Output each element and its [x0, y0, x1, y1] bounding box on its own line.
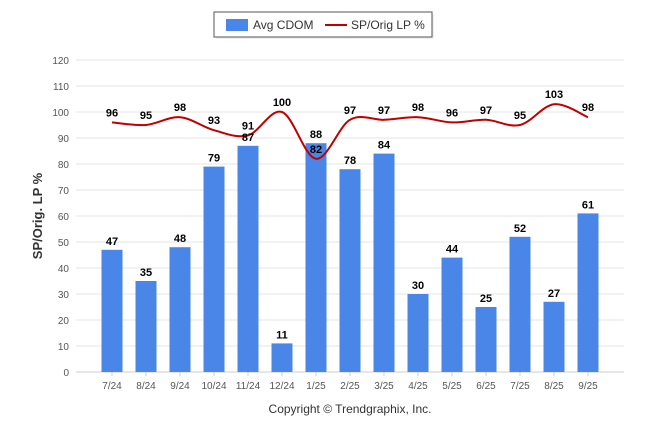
x-tick-label: 9/25 [578, 381, 598, 392]
line-series [111, 103, 589, 160]
line-value-label: 97 [480, 105, 492, 117]
bar [305, 143, 327, 372]
bar [509, 236, 531, 372]
bar-value-label: 27 [548, 288, 560, 300]
x-tick-label: 8/25 [544, 381, 564, 392]
bar-value-label: 61 [582, 199, 594, 211]
bar [577, 213, 599, 372]
x-tick-label: 10/24 [201, 381, 226, 392]
x-tick-label: 9/24 [170, 381, 190, 392]
bar-value-label: 25 [480, 293, 492, 305]
bar-value-label: 35 [140, 267, 152, 279]
line-value-label: 98 [174, 102, 186, 114]
x-tick-label: 11/24 [236, 381, 261, 392]
bar-series [101, 143, 599, 372]
y-axis-title: SP/Orig. LP % [30, 172, 45, 259]
y-tick-label: 10 [58, 342, 70, 353]
bar-value-label: 79 [208, 153, 220, 165]
x-tick-label: 8/24 [136, 381, 156, 392]
line-value-label: 100 [273, 97, 291, 109]
y-tick-label: 110 [53, 82, 69, 93]
bar-value-label: 84 [378, 140, 391, 152]
x-tick-label: 1/25 [306, 381, 326, 392]
x-axis-ticks: 7/24 8/24 9/24 10/24 11/24 12/24 1/25 2/25 3/25 4… [102, 372, 598, 392]
y-tick-label: 50 [58, 238, 70, 249]
y-tick-label: 60 [58, 212, 70, 223]
y-tick-label: 40 [58, 264, 70, 275]
legend-bar-swatch [226, 19, 248, 31]
y-tick-label: 100 [52, 108, 69, 119]
bar [237, 145, 259, 372]
line-value-label: 97 [378, 105, 390, 117]
legend-box [213, 11, 433, 38]
y-tick-label: 120 [52, 56, 69, 67]
line-value-label: 97 [344, 105, 356, 117]
bar [101, 249, 123, 372]
x-tick-label: 12/24 [269, 381, 294, 392]
line-value-label: 95 [514, 110, 526, 122]
bar [475, 307, 497, 372]
bar [169, 247, 191, 372]
x-tick-label: 7/24 [102, 381, 122, 392]
line-value-label: 93 [208, 115, 220, 127]
x-tick-label: 4/25 [408, 381, 428, 392]
line-value-label: 103 [545, 89, 563, 101]
legend-label-bar: Avg CDOM [253, 18, 313, 32]
copyright: Copyright © Trendgraphix, Inc. [269, 402, 432, 416]
bar-value-label: 52 [514, 223, 526, 235]
bar-value-label: 44 [446, 244, 459, 256]
bar [407, 294, 429, 372]
x-tick-label: 2/25 [340, 381, 360, 392]
legend: Avg CDOM SP/Orig LP % [213, 11, 434, 39]
y-tick-label: 70 [58, 186, 70, 197]
line-value-label: 82 [310, 144, 322, 156]
bar [441, 257, 463, 372]
line-value-label: 98 [582, 102, 594, 114]
line-value-label: 95 [140, 110, 152, 122]
bar [203, 166, 225, 372]
sp-orig-lp-line [111, 103, 589, 160]
bar [271, 343, 293, 372]
line-value-label: 96 [106, 107, 118, 119]
bar-value-label: 78 [344, 155, 356, 167]
y-axis-ticks: 0 10 20 30 40 50 60 70 80 90 100 110 120 [52, 56, 69, 379]
bar-value-label: 30 [412, 280, 424, 292]
line-value-label: 98 [412, 102, 424, 114]
y-tick-label: 30 [58, 290, 70, 301]
x-tick-label: 7/25 [510, 381, 530, 392]
line-data-labels: 96 95 98 93 91 100 82 97 97 98 96 97 95 103 98 [106, 89, 594, 156]
y-tick-label: 0 [63, 368, 69, 379]
bar [339, 169, 361, 372]
x-tick-label: 6/25 [476, 381, 496, 392]
y-tick-label: 80 [58, 160, 70, 171]
bar-value-label: 47 [106, 236, 118, 248]
line-value-label: 96 [446, 107, 458, 119]
legend-label-line: SP/Orig LP % [351, 18, 425, 32]
x-tick-label: 5/25 [442, 381, 462, 392]
bar-value-label: 11 [276, 329, 288, 341]
bar-value-label: 87 [242, 132, 254, 144]
bar-data-labels: 47 35 48 79 87 11 88 78 84 30 44 25 52 27 61 [106, 129, 594, 341]
y-tick-label: 90 [58, 134, 70, 145]
bar-value-label: 48 [174, 233, 186, 245]
bar-value-label: 88 [310, 129, 322, 141]
bar [543, 301, 565, 372]
line-value-label: 91 [242, 120, 254, 132]
bar [373, 153, 395, 372]
y-tick-label: 20 [58, 316, 70, 327]
x-tick-label: 3/25 [374, 381, 394, 392]
bar [135, 281, 157, 372]
